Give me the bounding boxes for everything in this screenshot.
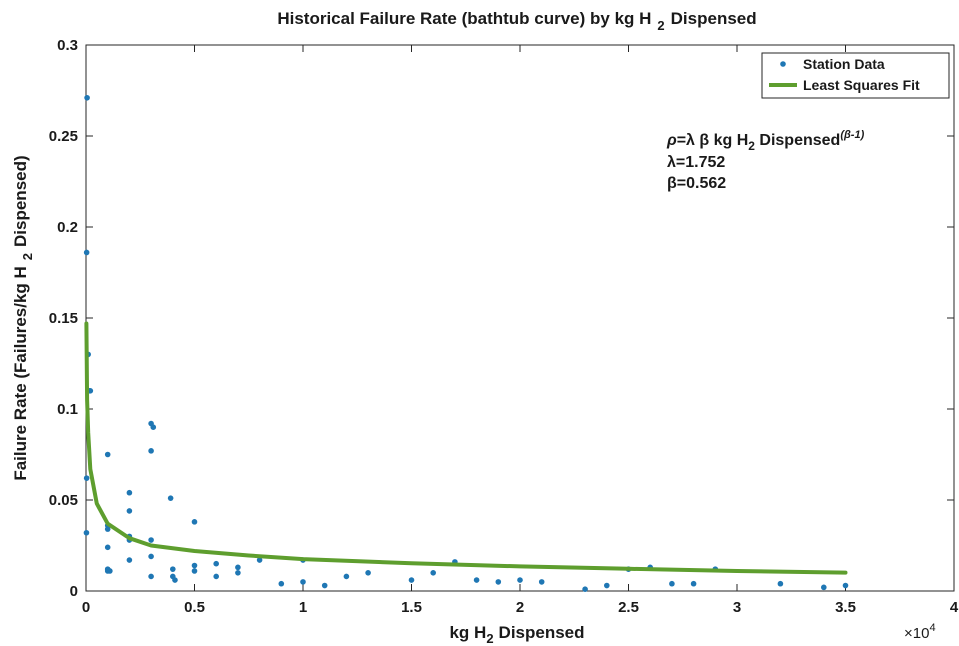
x-tick-label: 4 — [950, 599, 959, 616]
equation-rho: ρ — [666, 132, 677, 149]
x-axis-multiplier: ×104 — [904, 622, 936, 642]
equation-mid: =λ β kg H — [677, 132, 749, 149]
x-tick-label: 3.5 — [835, 599, 856, 616]
station-data-point — [300, 579, 306, 585]
beta-value: β=0.562 — [667, 175, 726, 192]
station-data-point — [777, 580, 784, 587]
x-tick-label: 0.5 — [184, 599, 205, 616]
station-data-point — [604, 582, 610, 589]
station-data-points — [83, 94, 849, 592]
station-data-point — [213, 573, 219, 580]
x-axis-title: kg H2 Dispensed — [449, 623, 584, 646]
x-axis-title-main: kg H — [449, 623, 486, 642]
y-tick-label: 0.2 — [57, 219, 78, 236]
x-axis-multiplier-exp: 4 — [929, 622, 935, 634]
y-tick-label: 0 — [70, 583, 78, 600]
legend-label-station-data: Station Data — [803, 56, 885, 72]
station-data-point — [170, 566, 176, 572]
station-data-point — [669, 580, 675, 587]
station-data-point — [148, 573, 154, 580]
legend: Station Data Least Squares Fit — [761, 52, 950, 99]
station-data-point — [343, 573, 350, 580]
x-tick-label: 3 — [733, 599, 741, 616]
station-data-point — [191, 519, 198, 525]
station-data-point — [126, 508, 133, 514]
y-axis-title-sub: 2 — [20, 253, 35, 260]
station-data-point — [430, 570, 437, 576]
x-tick-label: 2.5 — [618, 599, 639, 616]
station-data-point — [495, 579, 502, 585]
station-data-point — [821, 584, 827, 591]
y-tick-label: 0.15 — [49, 310, 78, 327]
x-tick-label: 1 — [299, 599, 307, 616]
station-data-point — [517, 577, 523, 583]
station-data-point — [148, 553, 154, 560]
station-data-point — [235, 564, 241, 571]
x-axis-title-sub: 2 — [486, 631, 493, 646]
chart-title-main: Historical Failure Rate (bathtub curve) … — [277, 9, 651, 28]
y-axis-title-main: Failure Rate (Failures/kg H — [11, 266, 30, 480]
station-data-point — [167, 495, 174, 501]
station-data-point — [278, 580, 285, 587]
station-data-point — [148, 448, 154, 454]
station-data-point — [126, 489, 133, 496]
station-data-point — [83, 529, 90, 536]
station-data-point — [365, 570, 371, 576]
x-tick-label: 2 — [516, 599, 524, 616]
station-data-point — [191, 562, 198, 569]
station-data-point — [213, 560, 219, 567]
station-data-point — [172, 577, 178, 583]
station-data-point — [104, 544, 111, 551]
station-data-point — [842, 582, 849, 589]
fit-curve-line — [84, 321, 848, 575]
station-data-point — [126, 557, 133, 563]
y-axis-ticks: 0 0.05 0.1 0.15 0.2 0.25 0.3 — [49, 37, 954, 600]
y-axis-title-tail: Dispensed) — [11, 155, 30, 247]
chart-title-tail: Dispensed — [671, 9, 757, 28]
station-data-point — [235, 570, 241, 576]
station-data-point — [104, 451, 111, 458]
y-tick-label: 0.3 — [57, 37, 78, 54]
station-data-point — [107, 568, 113, 574]
x-tick-label: 0 — [82, 599, 90, 616]
lambda-value: λ=1.752 — [667, 154, 725, 171]
equation-sub: 2 — [748, 139, 755, 153]
y-axis-title: Failure Rate (Failures/kg H 2 Dispensed) — [11, 155, 35, 480]
x-axis-multiplier-base: ×10 — [904, 625, 929, 642]
y-tick-label: 0.05 — [49, 492, 78, 509]
station-data-point — [321, 582, 328, 589]
least-squares-fit — [84, 321, 848, 575]
x-axis-title-tail: Dispensed — [499, 623, 585, 642]
station-data-point — [473, 577, 480, 583]
station-data-point — [83, 249, 90, 256]
station-data-point — [582, 586, 588, 592]
chart-title: Historical Failure Rate (bathtub curve) … — [277, 9, 756, 33]
station-data-point — [83, 475, 90, 481]
chart-title-sub: 2 — [657, 18, 664, 33]
legend-box — [761, 52, 950, 99]
station-data-point — [148, 537, 154, 543]
x-axis-ticks: 0 0.5 1 1.5 2 2.5 3 3.5 4 — [82, 45, 959, 616]
station-data-point — [191, 568, 198, 574]
plot-frame — [85, 44, 955, 592]
equation-sup: (β-1) — [840, 129, 864, 141]
station-data-point — [408, 577, 415, 583]
legend-marker-station-data — [780, 61, 786, 67]
fit-equation-annotation: ρ=λ β kg H2 Dispensed(β-1) λ=1.752 β=0.5… — [666, 129, 865, 192]
legend-label-fit: Least Squares Fit — [803, 77, 920, 93]
y-tick-label: 0.1 — [57, 401, 78, 418]
x-tick-label: 1.5 — [401, 599, 422, 616]
station-data-point — [538, 579, 545, 585]
station-data-point — [256, 557, 263, 563]
station-data-point — [84, 94, 90, 101]
station-data-point — [104, 526, 111, 532]
y-tick-label: 0.25 — [49, 128, 78, 145]
station-data-point — [690, 580, 697, 587]
equation-tail: Dispensed — [755, 132, 840, 149]
equation-line: ρ=λ β kg H2 Dispensed(β-1) — [666, 129, 865, 153]
station-data-point — [150, 424, 157, 431]
